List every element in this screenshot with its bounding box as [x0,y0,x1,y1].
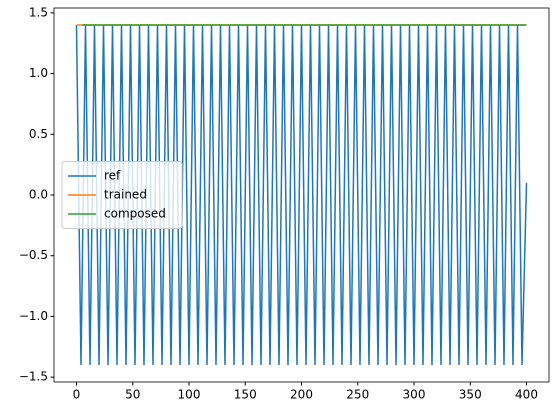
x-tick-label: 0 [73,388,81,402]
x-tick-label: 150 [234,388,257,402]
x-tick-label: 200 [290,388,313,402]
y-tick-label: −1.0 [19,309,48,323]
axes-frame [53,7,550,383]
x-tick-label: 50 [125,388,140,402]
x-tick-label: 250 [346,388,369,402]
x-tick-label: 400 [515,388,538,402]
y-tick-label: −1.5 [19,370,48,384]
legend-label: trained [104,188,147,202]
y-tick-label: −0.5 [19,248,48,262]
y-tick-label: 1.5 [29,5,48,19]
y-tick-label: 0.0 [29,188,48,202]
legend-box [61,161,183,229]
x-tick-label: 350 [459,388,482,402]
y-tick-label: 1.0 [29,66,48,80]
legend-label: composed [104,207,166,221]
legend-label: ref [104,169,121,183]
y-tick-label: 0.5 [29,127,48,141]
x-tick-label: 100 [178,388,201,402]
x-tick-label: 300 [403,388,426,402]
